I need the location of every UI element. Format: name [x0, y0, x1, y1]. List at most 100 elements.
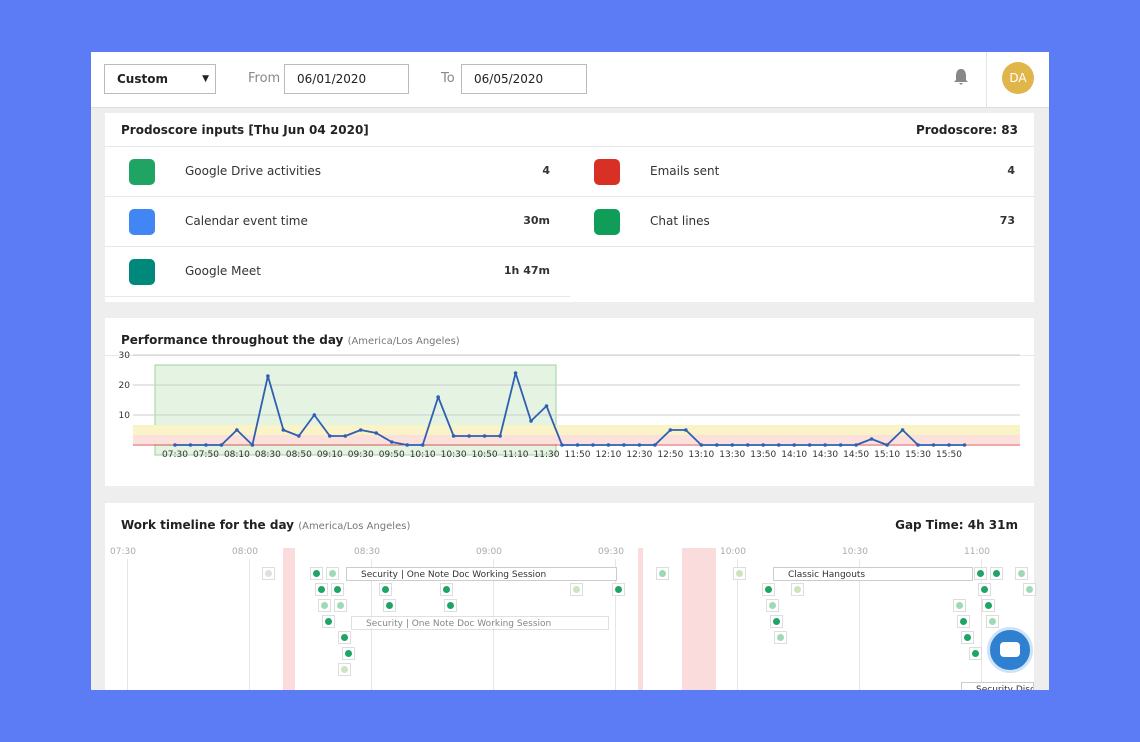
data-point [699, 443, 704, 447]
x-tick-label: 15:10 [874, 450, 900, 460]
activity-icon[interactable] [1015, 567, 1028, 580]
inputs-card: Prodoscore inputs [Thu Jun 04 2020] Prod… [105, 113, 1035, 302]
activity-icon[interactable] [961, 631, 974, 644]
activity-icon[interactable] [957, 615, 970, 628]
title-text: Work timeline for the day [121, 518, 295, 532]
activity-icon[interactable] [982, 599, 995, 612]
y-tick-label: 30 [119, 351, 131, 361]
time-label: 08:00 [232, 547, 258, 557]
divider [105, 146, 1034, 147]
activity-icon[interactable] [570, 583, 583, 596]
bell-icon[interactable] [953, 68, 969, 86]
activity-icon[interactable] [383, 599, 396, 612]
activity-icon[interactable] [338, 663, 351, 676]
icon-glyph [573, 586, 580, 593]
data-point [312, 413, 317, 417]
x-tick-label: 08:50 [286, 450, 312, 460]
activity-icon[interactable] [974, 567, 987, 580]
icon-glyph [325, 618, 332, 625]
data-point [947, 443, 951, 447]
data-point [544, 404, 549, 408]
data-point [776, 443, 781, 447]
data-point [297, 434, 301, 438]
activity-icon[interactable] [969, 647, 982, 660]
data-point [653, 443, 657, 447]
data-point [931, 443, 936, 447]
activity-icon[interactable] [322, 615, 335, 628]
activity-icon[interactable] [440, 583, 453, 596]
activity-icon[interactable] [379, 583, 392, 596]
data-point [715, 443, 719, 447]
time-grid [249, 559, 250, 690]
avatar[interactable]: DA [1002, 62, 1034, 94]
data-point [250, 443, 255, 447]
activity-icon[interactable] [766, 599, 779, 612]
input-row: Calendar event time 30m [105, 197, 570, 247]
activity-icon[interactable] [444, 599, 457, 612]
activity-icon[interactable] [986, 615, 999, 628]
activity-icon[interactable] [334, 599, 347, 612]
activity-icon[interactable] [262, 567, 275, 580]
icon-glyph [777, 634, 784, 641]
data-point [266, 374, 270, 378]
activity-icon[interactable] [1023, 583, 1036, 596]
activity-icon[interactable] [953, 599, 966, 612]
icon-glyph [960, 618, 967, 625]
x-tick-label: 15:30 [905, 450, 931, 460]
activity-icon[interactable] [326, 567, 339, 580]
timeline-event[interactable]: Classic Hangouts [773, 567, 973, 581]
x-tick-label: 12:30 [626, 450, 652, 460]
activity-icon[interactable] [656, 567, 669, 580]
activity-icon[interactable] [342, 647, 355, 660]
to-label: To [441, 71, 455, 86]
timeline-event[interactable]: Security Discu [961, 682, 1034, 690]
timeline: 07:30 08:00 08:30 09:00 09:30 10:00 10:30 11:00… [105, 503, 1036, 690]
activity-icon[interactable] [315, 583, 328, 596]
activity-icon[interactable] [791, 583, 804, 596]
x-tick-label: 10:10 [410, 450, 436, 460]
chat-bot[interactable] [987, 627, 1033, 673]
time-label: 09:00 [476, 547, 502, 557]
input-label: Calendar event time [185, 214, 308, 228]
timeline-event[interactable]: Security | One Note Doc Working Session [351, 616, 609, 630]
icon-glyph [1026, 586, 1033, 593]
activity-icon[interactable] [990, 567, 1003, 580]
critical-band [133, 435, 1020, 444]
data-point [420, 443, 425, 447]
activity-icon[interactable] [338, 631, 351, 644]
input-label: Google Drive activities [185, 164, 322, 178]
time-grid [737, 559, 738, 690]
range-select[interactable]: Custom ▼ [104, 64, 216, 94]
service-icon [129, 259, 155, 285]
activity-icon[interactable] [310, 567, 323, 580]
activity-icon[interactable] [318, 599, 331, 612]
time-label: 10:00 [720, 547, 746, 557]
from-date[interactable]: 06/01/2020 [284, 64, 409, 94]
service-icon [129, 159, 155, 185]
time-grid [859, 559, 860, 690]
data-point [513, 371, 518, 375]
to-date[interactable]: 06/05/2020 [461, 64, 587, 94]
data-point [173, 443, 177, 447]
activity-icon[interactable] [733, 567, 746, 580]
performance-card: Performance throughout the day (America/… [105, 318, 1034, 486]
x-tick-label: 11:30 [534, 450, 560, 460]
time-label: 09:30 [598, 547, 624, 557]
activity-icon[interactable] [762, 583, 775, 596]
activity-icon[interactable] [978, 583, 991, 596]
x-tick-label: 09:30 [348, 450, 374, 460]
dropdown-arrow: ▼ [202, 74, 209, 84]
data-point [358, 428, 363, 432]
data-point [560, 443, 564, 447]
icon-glyph [615, 586, 622, 593]
time-grid [981, 559, 982, 690]
x-tick-label: 13:10 [688, 450, 714, 460]
timeline-event[interactable]: Security | One Note Doc Working Session [346, 567, 617, 581]
icon-glyph [993, 570, 1000, 577]
icon-glyph [386, 602, 393, 609]
activity-icon[interactable] [774, 631, 787, 644]
icon-glyph [765, 586, 772, 593]
activity-icon[interactable] [612, 583, 625, 596]
activity-icon[interactable] [770, 615, 783, 628]
activity-icon[interactable] [331, 583, 344, 596]
